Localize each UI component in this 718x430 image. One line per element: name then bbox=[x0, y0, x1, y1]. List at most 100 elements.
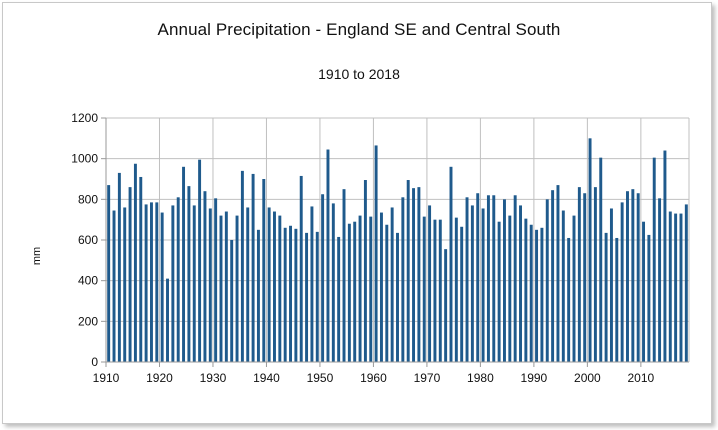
bar-2007 bbox=[626, 191, 629, 362]
bar-1970 bbox=[428, 205, 432, 362]
bar-1976 bbox=[460, 226, 464, 362]
bar-1926 bbox=[192, 205, 196, 362]
bar-1931 bbox=[219, 215, 223, 362]
y-tick-label: 400 bbox=[78, 274, 98, 288]
bar-1974 bbox=[449, 166, 453, 362]
bar-1961 bbox=[379, 212, 383, 362]
bar-1990 bbox=[535, 229, 539, 362]
x-tick-label: 1930 bbox=[200, 371, 227, 385]
bar-1972 bbox=[438, 219, 442, 362]
bar-1993 bbox=[551, 190, 555, 362]
bar-1913 bbox=[123, 207, 127, 362]
bar-1998 bbox=[577, 187, 581, 362]
bar-1915 bbox=[133, 163, 137, 362]
y-tick-label: 200 bbox=[78, 314, 98, 328]
bar-1977 bbox=[465, 197, 469, 362]
bar-1964 bbox=[396, 232, 399, 362]
bar-2010 bbox=[642, 221, 646, 362]
bar-1945 bbox=[294, 228, 298, 362]
bar-1948 bbox=[310, 206, 314, 362]
bar-1946 bbox=[299, 175, 303, 362]
bar-2006 bbox=[620, 202, 624, 362]
bar-1999 bbox=[583, 193, 587, 362]
bar-2017 bbox=[679, 213, 683, 362]
bar-1927 bbox=[198, 159, 202, 362]
x-tick-label: 1950 bbox=[307, 371, 334, 385]
bar-1975 bbox=[454, 217, 458, 362]
bar-1983 bbox=[497, 221, 501, 362]
bar-1988 bbox=[524, 218, 528, 362]
bar-1941 bbox=[273, 211, 276, 362]
y-tick-label: 1200 bbox=[71, 111, 98, 125]
bar-1919 bbox=[155, 202, 159, 362]
bar-1920 bbox=[160, 212, 164, 362]
bar-1928 bbox=[203, 191, 207, 362]
bar-1956 bbox=[353, 221, 357, 362]
bar-1944 bbox=[289, 225, 292, 362]
bar-2001 bbox=[593, 187, 597, 362]
bar-1955 bbox=[347, 223, 351, 362]
bar-1992 bbox=[545, 199, 549, 362]
bar-1912 bbox=[117, 172, 121, 362]
bar-1949 bbox=[315, 231, 319, 362]
bar-1994 bbox=[556, 185, 560, 362]
bar-1918 bbox=[149, 202, 153, 362]
bar-2009 bbox=[636, 193, 640, 362]
bar-1966 bbox=[406, 180, 410, 362]
bar-1982 bbox=[492, 195, 496, 362]
bars bbox=[107, 138, 688, 362]
bar-1934 bbox=[235, 215, 239, 362]
y-axis-label: mm bbox=[31, 247, 43, 265]
bar-1980 bbox=[481, 208, 485, 362]
bar-2008 bbox=[631, 189, 635, 362]
bar-2002 bbox=[599, 157, 603, 362]
y-tick-label: 1000 bbox=[71, 152, 98, 166]
y-tick-label: 0 bbox=[91, 355, 98, 369]
bar-1971 bbox=[433, 219, 437, 362]
bar-2014 bbox=[663, 150, 667, 362]
bar-1958 bbox=[363, 180, 367, 362]
bar-2003 bbox=[604, 232, 608, 362]
x-tick-label: 1920 bbox=[146, 371, 173, 385]
bar-2004 bbox=[609, 208, 613, 362]
x-tick-label: 1960 bbox=[360, 371, 387, 385]
bar-1911 bbox=[112, 210, 116, 362]
bar-1962 bbox=[385, 224, 389, 362]
x-tick-label: 1910 bbox=[93, 371, 120, 385]
bar-2018 bbox=[684, 204, 688, 362]
chart-title: Annual Precipitation - England SE and Ce… bbox=[157, 20, 561, 39]
axes bbox=[101, 117, 689, 367]
bar-1952 bbox=[331, 203, 335, 362]
bar-1916 bbox=[139, 176, 143, 362]
bar-1922 bbox=[171, 205, 175, 362]
bar-1995 bbox=[561, 210, 565, 362]
bar-2013 bbox=[658, 198, 662, 362]
bar-1978 bbox=[470, 205, 474, 362]
bar-1989 bbox=[529, 224, 533, 362]
bar-1965 bbox=[401, 197, 405, 362]
chart-subtitle: 1910 to 2018 bbox=[318, 66, 400, 82]
bar-1936 bbox=[246, 207, 250, 362]
x-tick-label: 1970 bbox=[414, 371, 441, 385]
bar-1984 bbox=[503, 199, 506, 362]
bar-1939 bbox=[262, 179, 266, 362]
x-tick-label: 2010 bbox=[628, 371, 655, 385]
tick-labels: 0 200 400 600 800 1000 1200 1910 1920 1930 1940 195… bbox=[71, 111, 654, 385]
bar-1997 bbox=[572, 215, 576, 362]
bar-1987 bbox=[519, 205, 522, 362]
x-tick-label: 1990 bbox=[521, 371, 548, 385]
bar-1950 bbox=[321, 194, 325, 362]
bar-1921 bbox=[166, 278, 169, 362]
bar-1953 bbox=[337, 236, 341, 362]
bar-1979 bbox=[476, 193, 480, 362]
bar-2012 bbox=[652, 157, 656, 362]
bar-1963 bbox=[390, 207, 394, 362]
bar-1985 bbox=[508, 215, 512, 362]
bar-1925 bbox=[187, 186, 191, 362]
bar-1917 bbox=[144, 204, 148, 362]
bar-1933 bbox=[230, 240, 234, 362]
bar-1959 bbox=[369, 216, 373, 362]
bar-1969 bbox=[422, 216, 426, 362]
bar-1937 bbox=[251, 173, 255, 362]
